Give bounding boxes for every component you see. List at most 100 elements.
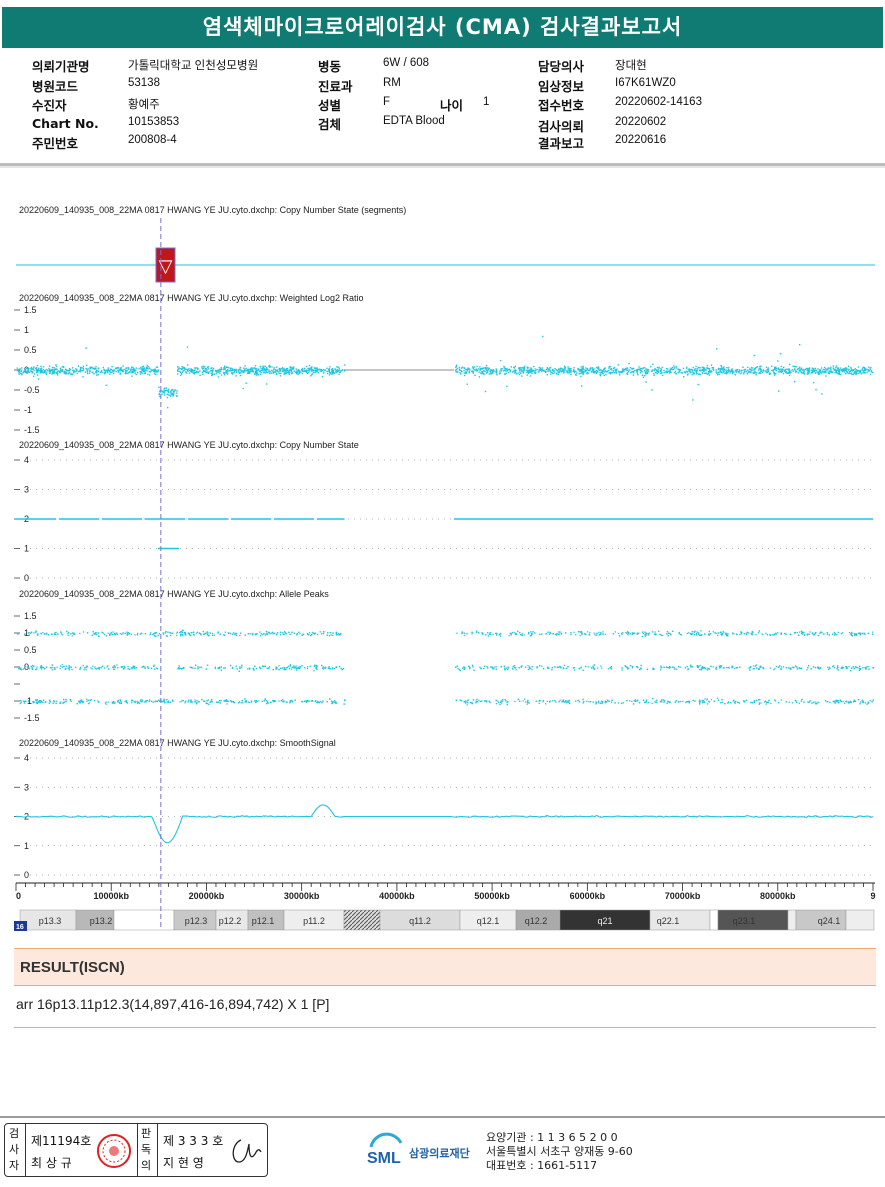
log2-point [465,368,467,370]
allele-point [144,667,146,669]
allele-point [19,668,22,670]
allele-point [265,630,268,633]
allele-point [136,632,139,635]
log2-point [722,371,724,374]
allele-point [59,702,61,704]
allele-point [636,700,638,702]
log2-point [286,367,289,370]
allele-point [179,701,181,703]
allele-point [773,668,775,671]
y-tick-label: 1 [24,544,29,554]
log2-point [321,369,324,372]
allele-point [322,667,324,670]
allele-point [599,633,602,636]
allele-point [177,666,180,669]
allele-point [211,701,213,703]
log2-point [310,368,313,371]
log2-point [252,370,254,372]
allele-point [527,664,529,667]
allele-point [527,701,529,703]
log2-point [460,369,462,372]
allele-point [855,666,857,669]
allele-point [263,700,265,702]
allele-point [678,632,681,634]
log2-point [857,366,860,368]
allele-point [308,634,310,636]
id-value: 200808-4 [128,134,177,146]
log2-point [678,370,680,373]
allele-point [626,666,628,669]
allele-point [482,633,484,635]
log2-point [759,372,762,375]
log2-point [745,370,748,372]
allele-point [749,669,751,671]
log2-point [667,368,669,370]
log2-point [820,371,822,374]
log2-point [455,365,458,368]
allele-point [113,701,115,703]
log2-point [835,365,838,367]
allele-point [164,632,166,634]
log2-point [46,369,49,372]
y-tick-label: 4 [24,753,29,763]
log2-point [85,347,87,349]
log2-point [583,368,585,371]
allele-point [202,700,205,702]
log2-point [685,366,688,368]
allele-point [560,633,563,635]
log2-point [531,369,533,371]
allele-point [155,667,158,669]
log2-point [659,369,662,372]
log2-point [842,369,844,371]
log2-point [779,368,781,371]
log2-point [508,368,510,371]
allele-point [857,698,860,701]
allele-point [219,667,221,670]
log2-point [45,372,47,374]
log2-point [686,368,688,370]
log2-point [267,371,269,374]
allele-point [93,699,96,702]
allele-point [699,664,701,667]
log2-point [703,370,705,373]
allele-point [176,631,179,633]
log2-point [300,369,303,371]
log2-point [36,364,39,367]
log2-point [534,371,536,374]
log2-point [153,369,155,371]
log2-point [695,373,698,375]
allele-point [506,703,509,706]
log2-point [538,368,540,371]
report-date-label: 결과보고 [538,136,585,151]
allele-point [278,668,280,671]
allele-point [335,701,337,703]
allele-point [736,633,738,635]
allele-point [863,632,865,635]
allele-point [257,700,259,702]
allele-point [850,701,852,703]
log2-point [133,368,135,371]
allele-point [314,632,317,634]
log2-point [30,370,33,373]
allele-point [338,665,341,668]
log2-point [67,373,69,375]
log2-point [527,369,529,372]
allele-point [127,668,129,670]
log2-point [48,368,51,371]
allele-point [564,632,567,634]
allele-point [698,665,700,668]
log2-point [242,387,244,390]
log2-point [263,370,265,372]
allele-point [510,633,512,635]
allele-point [260,667,262,670]
log2-point [461,366,464,369]
log2-point [265,371,267,373]
allele-point [33,701,35,703]
allele-point [335,702,337,704]
log2-point [866,372,868,374]
log2-point [815,389,817,391]
log2-point [243,370,245,372]
log2-point [226,371,228,374]
log2-point [230,369,232,372]
allele-point [811,702,813,704]
